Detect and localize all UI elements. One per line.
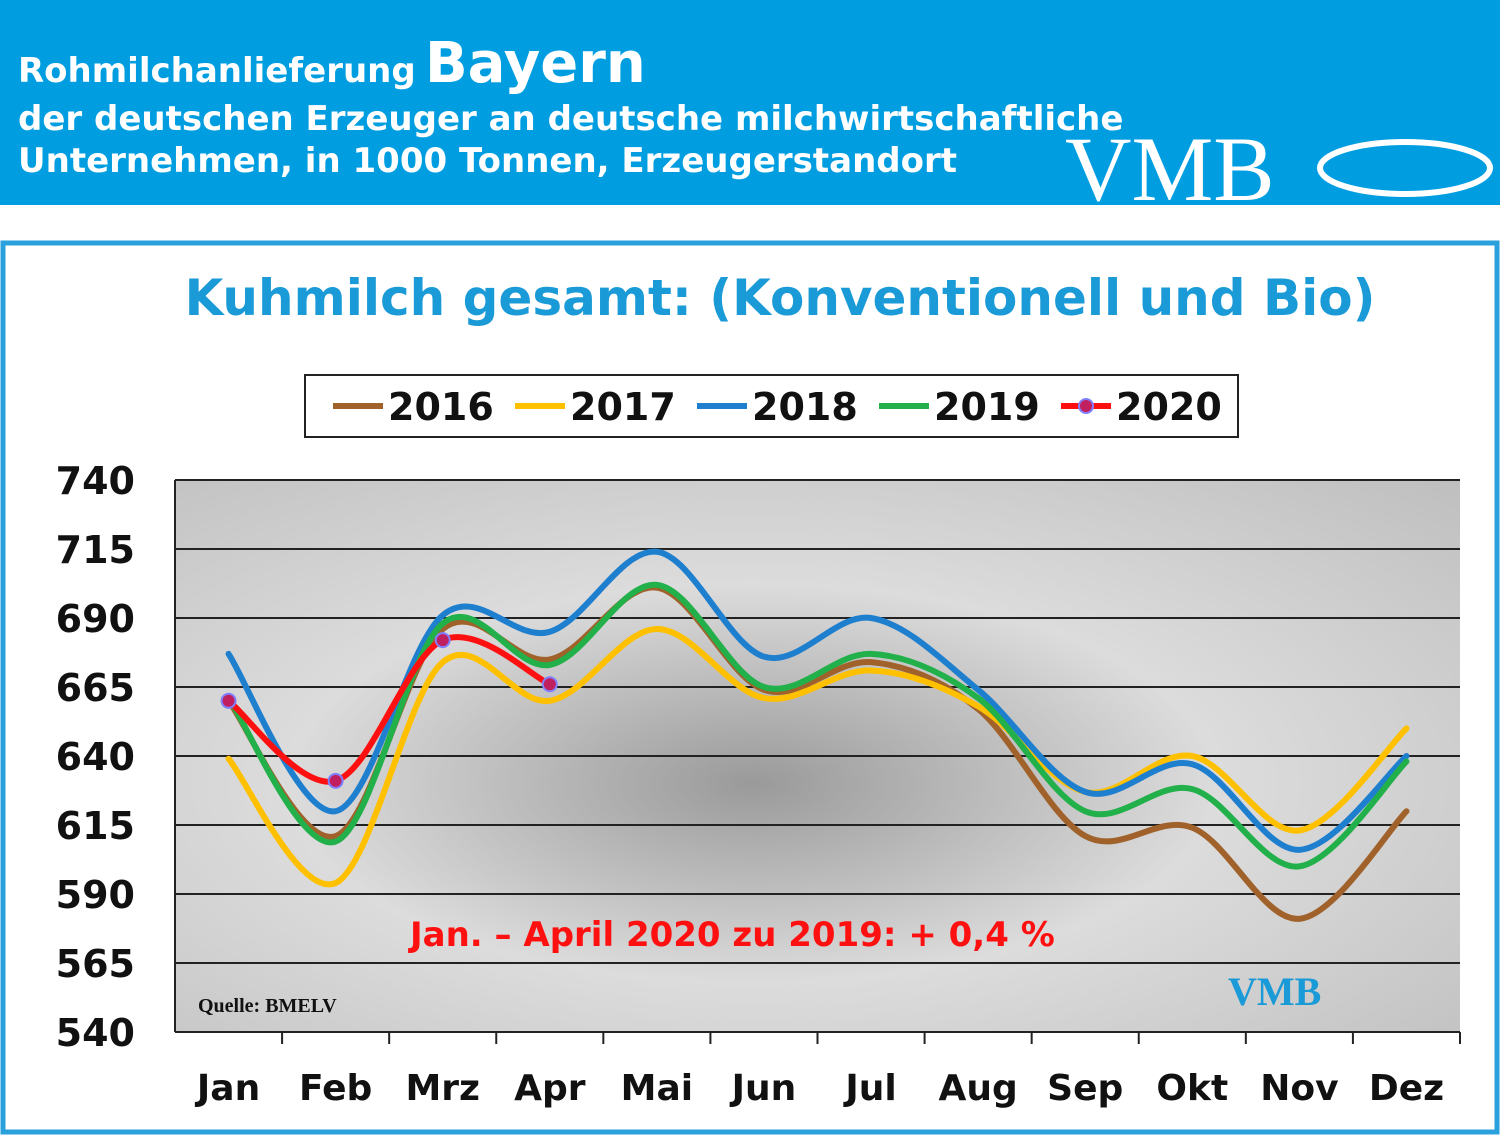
y-tick-label: 690	[56, 597, 135, 641]
x-tick-label: Jul	[842, 1068, 896, 1109]
logo-swirl	[1317, 139, 1493, 197]
x-tick-label: Nov	[1260, 1068, 1338, 1109]
legend-label: 2020	[1116, 385, 1222, 429]
x-tick-label: Jan	[194, 1068, 260, 1109]
annotation: Jan. – April 2020 zu 2019: + 0,4 %	[408, 915, 1055, 955]
legend-label: 2019	[934, 385, 1040, 429]
header-band	[0, 0, 1500, 205]
logo: VMB	[1065, 118, 1275, 220]
marker	[541, 676, 558, 693]
series-line	[225, 634, 553, 785]
y-tick-label: 615	[56, 804, 135, 848]
y-tick-label: 590	[56, 873, 135, 917]
y-tick-label: 640	[56, 735, 135, 779]
y-tick-label: 540	[56, 1011, 135, 1055]
marker	[327, 772, 344, 789]
x-tick-label: Mai	[621, 1068, 693, 1109]
x-tick-label: Feb	[299, 1068, 372, 1109]
source: Quelle: BMELV	[198, 995, 337, 1017]
x-tick-label: Dez	[1369, 1068, 1444, 1109]
legend-label: 2017	[570, 385, 676, 429]
legend-marker	[1078, 398, 1094, 414]
y-tick-label: 740	[56, 459, 135, 503]
legend-label: 2016	[388, 385, 494, 429]
x-tick-label: Sep	[1047, 1068, 1123, 1109]
y-tick-label: 565	[56, 942, 135, 986]
marker	[434, 632, 451, 649]
header-title: Rohmilchanlieferung	[18, 51, 416, 91]
series-line	[225, 626, 1410, 888]
x-tick-label: Mrz	[405, 1068, 480, 1109]
x-tick-label: Jun	[729, 1068, 797, 1109]
x-tick-label: Aug	[938, 1068, 1017, 1109]
logo-small: VMB	[1228, 969, 1321, 1014]
header-line: Unternehmen, in 1000 Tonnen, Erzeugersta…	[18, 141, 957, 181]
chart-title: Kuhmilch gesamt: (Konventionell und Bio)	[185, 269, 1376, 327]
y-tick-label: 665	[56, 666, 135, 710]
header-line: der deutschen Erzeuger an deutsche milch…	[18, 99, 1123, 139]
header-region: Bayern	[425, 31, 646, 96]
y-tick-label: 715	[56, 528, 135, 572]
marker	[220, 692, 237, 709]
series-line	[225, 581, 1410, 870]
legend-label: 2018	[752, 385, 858, 429]
x-tick-label: Okt	[1156, 1068, 1228, 1109]
x-tick-label: Apr	[514, 1068, 586, 1109]
